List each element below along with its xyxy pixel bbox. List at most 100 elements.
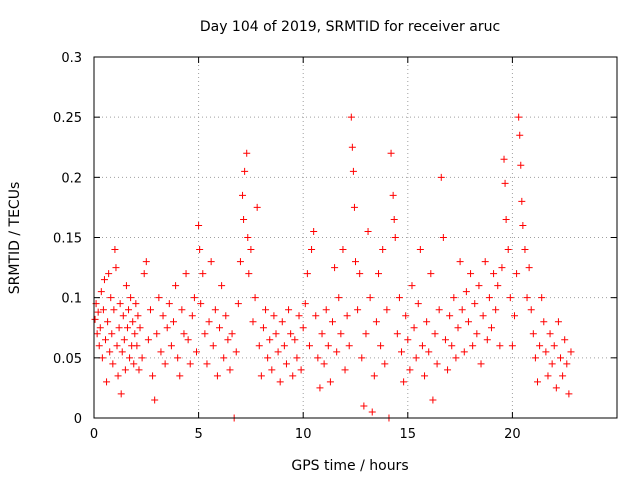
data-point bbox=[441, 336, 449, 344]
data-point bbox=[216, 324, 224, 332]
data-point bbox=[126, 354, 134, 362]
data-point bbox=[197, 300, 205, 308]
data-point bbox=[437, 173, 445, 181]
data-point bbox=[389, 191, 397, 199]
data-point bbox=[186, 360, 194, 368]
y-tick-label: 0.25 bbox=[53, 111, 82, 126]
data-point bbox=[247, 246, 255, 254]
data-point bbox=[144, 336, 152, 344]
data-point bbox=[301, 300, 309, 308]
data-point bbox=[293, 354, 301, 362]
data-point bbox=[121, 366, 129, 374]
data-point bbox=[381, 360, 389, 368]
data-point bbox=[477, 360, 485, 368]
data-point bbox=[515, 113, 523, 121]
data-point bbox=[546, 330, 554, 338]
data-point bbox=[236, 258, 244, 266]
data-point bbox=[416, 246, 424, 254]
data-point bbox=[122, 282, 130, 290]
data-point bbox=[408, 282, 416, 290]
data-point bbox=[557, 354, 565, 362]
data-point bbox=[473, 330, 481, 338]
data-point bbox=[289, 372, 297, 380]
data-point bbox=[262, 306, 270, 314]
data-point bbox=[348, 143, 356, 151]
data-point bbox=[127, 294, 135, 302]
y-tick-label: 0.1 bbox=[61, 292, 82, 307]
data-point bbox=[368, 408, 376, 416]
data-point bbox=[94, 308, 102, 316]
data-point bbox=[456, 258, 464, 266]
data-point bbox=[123, 324, 131, 332]
data-points-layer bbox=[91, 113, 575, 422]
data-point bbox=[391, 234, 399, 241]
data-point bbox=[318, 330, 326, 338]
x-tick-label: 15 bbox=[400, 427, 417, 442]
data-point bbox=[375, 270, 383, 278]
data-point bbox=[199, 270, 207, 278]
data-point bbox=[425, 348, 433, 356]
data-point bbox=[326, 378, 334, 386]
y-tick-label: 0 bbox=[74, 412, 82, 427]
data-point bbox=[464, 318, 472, 326]
data-point bbox=[439, 234, 447, 241]
data-point bbox=[178, 306, 186, 314]
data-point bbox=[358, 354, 366, 362]
data-point bbox=[102, 336, 110, 344]
y-tick-label: 0.3 bbox=[61, 51, 82, 66]
data-point bbox=[303, 270, 311, 278]
data-point bbox=[274, 348, 282, 356]
data-point bbox=[278, 318, 286, 326]
data-point bbox=[487, 324, 495, 332]
data-point bbox=[548, 360, 556, 368]
data-point bbox=[169, 318, 177, 326]
y-tick-label: 0.2 bbox=[61, 171, 82, 186]
data-point bbox=[393, 330, 401, 338]
data-point bbox=[504, 246, 512, 254]
data-point bbox=[305, 342, 313, 350]
data-point bbox=[163, 324, 171, 332]
data-point bbox=[285, 306, 293, 314]
data-point bbox=[410, 324, 418, 332]
data-point bbox=[331, 264, 339, 272]
data-point bbox=[492, 306, 500, 314]
data-point bbox=[481, 258, 489, 266]
data-point bbox=[98, 354, 106, 362]
data-point bbox=[205, 318, 213, 326]
data-point bbox=[264, 354, 272, 362]
data-point bbox=[95, 342, 103, 350]
data-point bbox=[295, 312, 303, 320]
data-point bbox=[527, 306, 535, 314]
data-point bbox=[516, 131, 524, 139]
data-point bbox=[550, 342, 558, 350]
data-point bbox=[255, 342, 263, 350]
data-point bbox=[116, 300, 124, 308]
data-point bbox=[132, 300, 140, 308]
data-point bbox=[243, 149, 251, 157]
data-point bbox=[190, 294, 198, 302]
data-point bbox=[529, 330, 537, 338]
data-point bbox=[184, 336, 192, 344]
data-point bbox=[270, 312, 278, 320]
data-point bbox=[211, 306, 219, 314]
data-point bbox=[519, 221, 527, 229]
data-point bbox=[165, 300, 173, 308]
data-point bbox=[203, 360, 211, 368]
data-point bbox=[287, 330, 295, 338]
data-point bbox=[135, 366, 143, 374]
data-point bbox=[387, 149, 395, 157]
data-point bbox=[159, 312, 167, 320]
x-tick-label: 5 bbox=[194, 427, 202, 442]
data-point bbox=[146, 306, 154, 314]
data-point bbox=[282, 360, 290, 368]
data-point bbox=[421, 372, 429, 380]
data-point bbox=[513, 270, 521, 278]
data-point bbox=[506, 294, 514, 302]
data-point bbox=[414, 300, 422, 308]
data-point bbox=[182, 270, 190, 278]
data-point bbox=[117, 390, 125, 398]
data-point bbox=[224, 336, 232, 344]
data-point bbox=[328, 318, 336, 326]
data-point bbox=[244, 234, 252, 241]
data-point bbox=[444, 366, 452, 374]
